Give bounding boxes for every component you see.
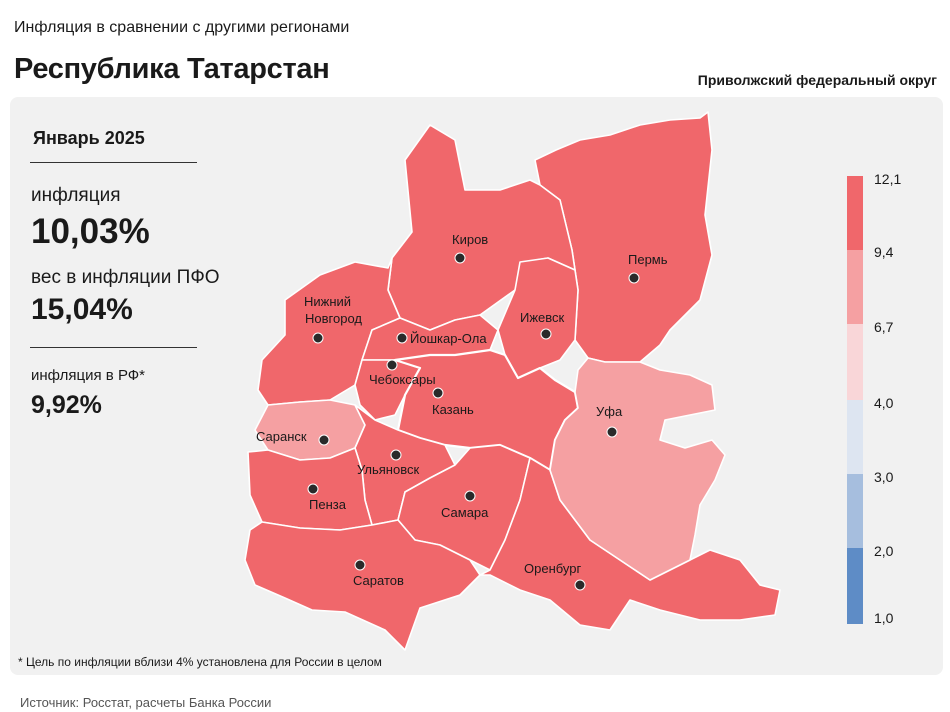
legend-tick: 2,0 — [874, 543, 894, 559]
page-title: Республика Татарстан — [14, 53, 330, 85]
city-label-izhevsk: Ижевск — [520, 310, 565, 325]
legend-tick: 4,0 — [874, 395, 894, 411]
source-note: Источник: Росстат, расчеты Банка России — [20, 695, 272, 710]
legend-band — [847, 250, 863, 324]
marker-ufa — [606, 426, 618, 438]
marker-saransk — [318, 434, 330, 446]
city-label-kazan: Казань — [432, 402, 474, 417]
city-label-ulyanovsk: Ульяновск — [357, 462, 419, 477]
weight-label: вес в инфляции ПФО — [31, 267, 220, 288]
marker-kirov — [454, 252, 466, 264]
legend-tick: 6,7 — [874, 319, 894, 335]
marker-izhevsk — [540, 328, 552, 340]
city-label-saratov: Саратов — [353, 573, 404, 588]
legend-tick: 9,4 — [874, 244, 894, 260]
marker-ulyanovsk — [390, 449, 402, 461]
marker-samara — [464, 490, 476, 502]
city-label-samara: Самара — [441, 505, 489, 520]
city-label-nizhny-2: Новгород — [305, 311, 362, 326]
rf-inflation-label: инфляция в РФ* — [31, 367, 146, 384]
chart-subtitle: Инфляция в сравнении с другими регионами — [14, 19, 350, 36]
legend-band — [847, 176, 863, 250]
city-label-perm: Пермь — [628, 252, 668, 267]
divider — [30, 162, 197, 163]
legend-tick: 3,0 — [874, 469, 894, 485]
weight-value: 15,04% — [31, 293, 133, 326]
city-label-cheboksary: Чебоксары — [369, 372, 436, 387]
city-label-ufa: Уфа — [596, 404, 623, 419]
legend-colorbar — [847, 176, 863, 624]
footnote: * Цель по инфляции вблизи 4% установлена… — [18, 655, 382, 669]
legend-band — [847, 548, 863, 624]
legend-band — [847, 324, 863, 400]
marker-cheboksary — [386, 359, 398, 371]
city-label-orenburg: Оренбург — [524, 561, 581, 576]
marker-penza — [307, 483, 319, 495]
city-label-penza: Пенза — [309, 497, 347, 512]
period-label: Январь 2025 — [33, 128, 145, 148]
inflation-value: 10,03% — [31, 212, 150, 251]
marker-yoshkar — [396, 332, 408, 344]
district-label: Приволжский федеральный округ — [697, 72, 937, 88]
inflation-label: инфляция — [31, 185, 121, 206]
marker-kazan — [432, 387, 444, 399]
marker-nizhny — [312, 332, 324, 344]
city-label-yoshkar: Йошкар-Ола — [410, 331, 487, 346]
legend-tick: 1,0 — [874, 610, 894, 626]
region-bashkortostan — [549, 357, 726, 581]
legend-tick: 12,1 — [874, 171, 902, 187]
divider — [30, 347, 197, 348]
rf-inflation-value: 9,92% — [31, 391, 102, 419]
city-label-saransk: Саранск — [256, 429, 307, 444]
marker-orenburg — [574, 579, 586, 591]
region-saratov — [244, 519, 481, 651]
legend-band — [847, 474, 863, 548]
marker-saratov — [354, 559, 366, 571]
city-label-nizhny: Нижний — [304, 294, 351, 309]
marker-perm — [628, 272, 640, 284]
region-udmurtia — [497, 257, 579, 379]
legend-band — [847, 400, 863, 474]
city-label-kirov: Киров — [452, 232, 488, 247]
